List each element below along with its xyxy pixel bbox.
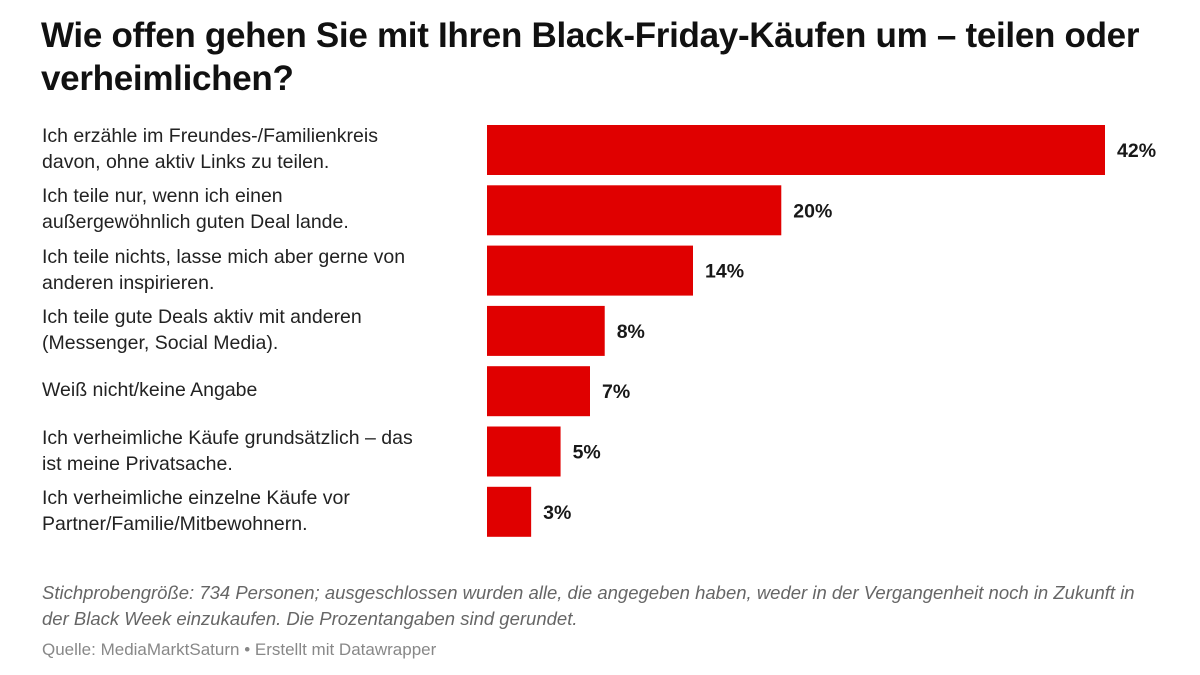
category-label: Ich verheimliche Käufe grundsätzlich – d… xyxy=(42,426,413,475)
value-label: 7% xyxy=(602,381,630,403)
chart-source: Quelle: MediaMarktSaturn • Erstellt mit … xyxy=(42,640,437,659)
category-label: Weiß nicht/keine Angabe xyxy=(42,379,258,402)
value-label: 20% xyxy=(793,200,832,222)
value-label: 8% xyxy=(617,321,645,343)
bar xyxy=(487,185,782,236)
category-label: Ich teile gute Deals aktiv mit anderen (… xyxy=(42,305,362,354)
chart-title: Wie offen gehen Sie mit Ihren Black-Frid… xyxy=(41,16,1140,98)
bar xyxy=(487,486,532,537)
bar xyxy=(487,305,605,356)
category-label: Ich teile nur, wenn ich einen außergewöh… xyxy=(42,185,349,234)
bar xyxy=(487,125,1105,175)
chart-notes: Stichprobengröße: 734 Personen; ausgesch… xyxy=(42,582,1135,629)
bar xyxy=(487,245,693,296)
value-label: 3% xyxy=(543,502,571,524)
category-label: Ich teile nichts, lasse mich aber gerne … xyxy=(42,245,406,294)
bar xyxy=(487,366,590,417)
value-label: 5% xyxy=(573,442,601,464)
value-label: 14% xyxy=(705,261,744,283)
bar xyxy=(487,426,561,477)
value-label: 42% xyxy=(1117,140,1156,162)
category-label: Ich erzähle im Freundes-/Familienkreis d… xyxy=(42,125,378,173)
category-label: Ich verheimliche einzelne Käufe vor Part… xyxy=(42,486,350,535)
